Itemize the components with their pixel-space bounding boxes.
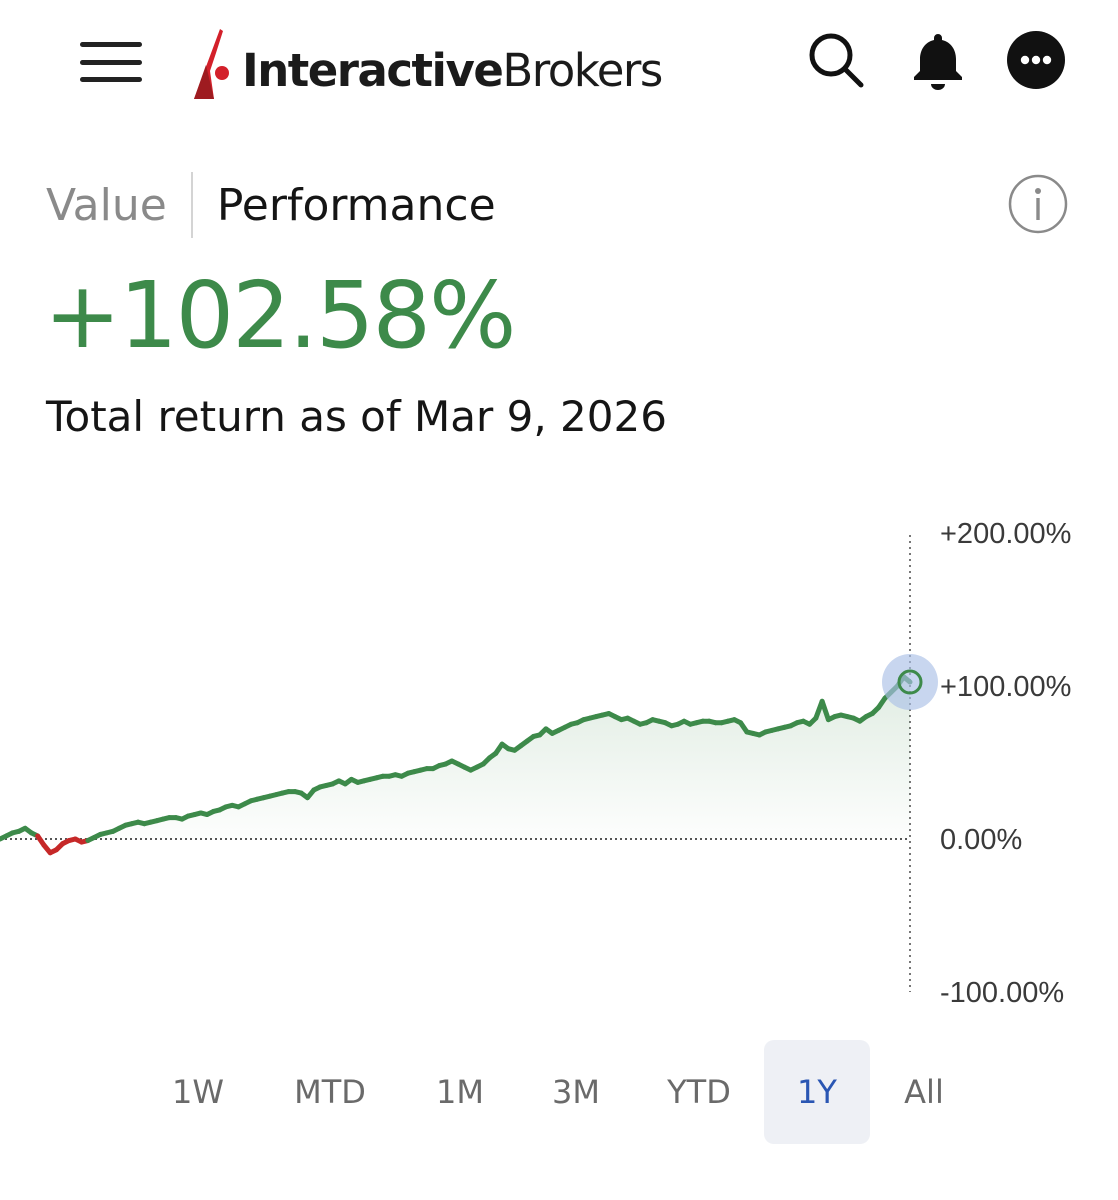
- interactive-brokers-logo[interactable]: InteractiveBrokers: [192, 26, 663, 106]
- performance-series: [0, 674, 913, 856]
- range-1w[interactable]: 1W: [172, 1073, 224, 1111]
- info-icon[interactable]: [1008, 174, 1068, 234]
- bell-icon[interactable]: [908, 30, 968, 90]
- view-tabs: Value Performance: [46, 170, 496, 240]
- current-point-marker[interactable]: [897, 669, 923, 695]
- tab-divider: [190, 172, 193, 238]
- y-tick-label: +200.00%: [940, 518, 1071, 550]
- y-tick-label: +100.00%: [940, 671, 1071, 703]
- total-return-subtitle: Total return as of Mar 9, 2026: [46, 392, 667, 441]
- search-icon[interactable]: [806, 30, 866, 90]
- range-1y[interactable]: 1Y: [764, 1040, 870, 1144]
- current-point-halo: [882, 654, 938, 711]
- tab-performance[interactable]: Performance: [216, 179, 496, 231]
- performance-chart: +200.00% +100.00% 0.00% -100.00%: [0, 518, 1071, 1009]
- range-mtd[interactable]: MTD: [294, 1073, 366, 1111]
- range-1m[interactable]: 1M: [436, 1073, 484, 1111]
- logo-mark-icon: [194, 29, 229, 99]
- time-range-selector: 1W MTD 1M 3M YTD 1Y All: [140, 1040, 980, 1144]
- y-tick-label: 0.00%: [940, 824, 1022, 856]
- menu-icon[interactable]: [78, 40, 144, 84]
- performance-area: [0, 676, 910, 839]
- y-tick-label: -100.00%: [940, 977, 1064, 1009]
- range-ytd[interactable]: YTD: [667, 1073, 731, 1111]
- app-header: InteractiveBrokers: [0, 0, 1118, 130]
- tab-value[interactable]: Value: [46, 179, 167, 231]
- total-return-value: +102.58%: [44, 262, 516, 369]
- range-all[interactable]: All: [904, 1073, 944, 1111]
- y-axis: +200.00% +100.00% 0.00% -100.00%: [940, 518, 1071, 1009]
- more-icon[interactable]: [1006, 30, 1066, 90]
- range-3m[interactable]: 3M: [552, 1073, 600, 1111]
- logo-text: InteractiveBrokers: [242, 43, 663, 97]
- series-segment: [819, 698, 831, 723]
